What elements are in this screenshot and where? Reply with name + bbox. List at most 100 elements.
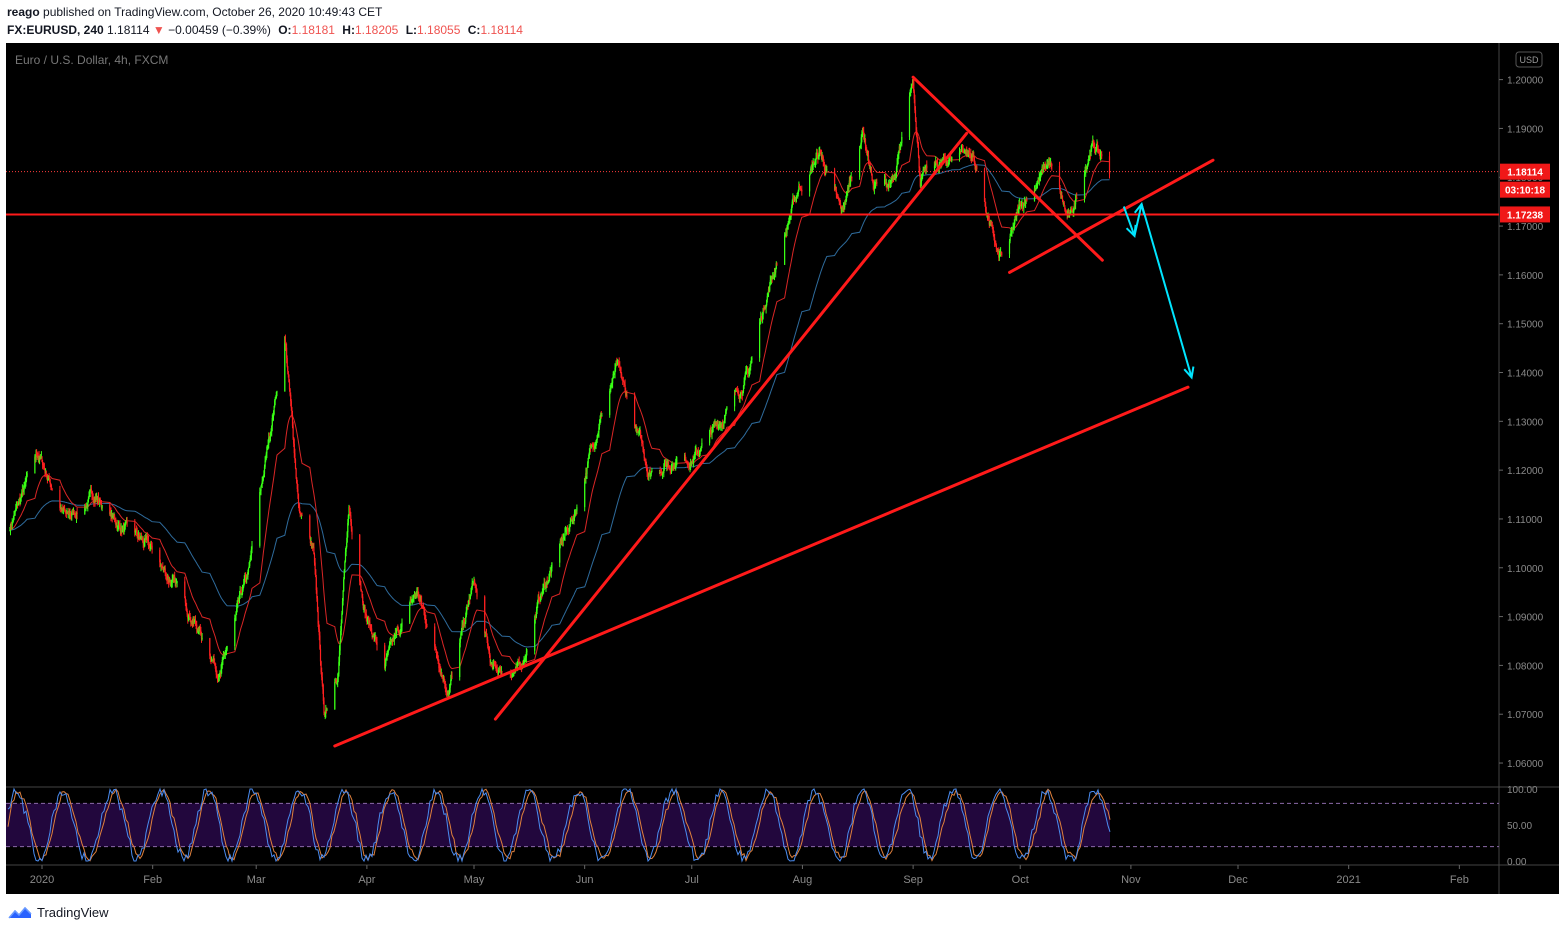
candle-body [64,509,66,511]
candle-body [1026,198,1028,202]
tradingview-footer[interactable]: TradingView [8,903,109,921]
candle-body [362,596,364,603]
candle-body [434,626,436,647]
candle-body [259,491,261,493]
candle-body [646,467,648,473]
candle-body [637,429,639,431]
currency-badge[interactable]: USD [1515,51,1543,68]
candle-body [149,545,151,547]
candle-body [1020,205,1022,207]
candle-body [563,537,565,539]
candle-body [536,604,538,611]
projection-path[interactable] [1122,203,1193,378]
candle-body [338,650,341,662]
support-price-tag-text: 1.17238 [1507,210,1544,221]
candle-body [48,476,50,479]
candle-body [892,178,895,180]
candle-body [36,454,38,457]
candle-body [234,618,236,646]
candle-body [1101,154,1103,157]
candle-body [123,528,125,532]
candle-body [1046,164,1048,166]
candle-body [709,430,711,443]
candle-body [541,594,543,596]
candle-body [125,521,127,524]
candle-body [1092,140,1094,143]
candle-body [313,554,316,563]
candle-body [597,432,599,434]
rising-trendline[interactable] [493,131,969,721]
candle-body [401,622,403,627]
candle-body [385,659,387,664]
author-name[interactable]: reago [7,5,40,19]
candle-body [985,211,987,214]
candle-body [537,600,539,605]
candle-body [700,448,702,451]
candle-body [269,433,272,437]
candle-body [444,683,446,688]
candle-body [844,202,846,208]
candle-body [673,464,675,467]
candle-body [389,641,391,645]
candle-body [190,620,192,623]
candle-body [316,590,318,599]
candle-body [565,529,567,532]
candle-body [660,471,662,475]
stochastic-band-fill [6,803,1110,847]
candle-body [773,275,775,277]
candle-body [139,538,141,539]
candle-body [526,650,528,653]
candle-body [43,466,45,468]
candle-body [643,452,645,458]
candle-body [235,612,237,616]
candle-body [412,599,414,601]
candle-body [46,475,48,478]
candle-body [274,399,276,401]
candle-body [518,661,520,664]
candle-body [175,582,178,584]
candle-body [93,500,95,503]
lower-support-trendline[interactable] [333,385,1190,748]
y-tick-label: 1.09000 [1507,613,1544,624]
candle-body [861,130,864,134]
candle-body [1088,155,1090,161]
candle-body [543,582,545,586]
candle-body [584,478,586,508]
candle-body [787,224,789,226]
price-chart[interactable]: 1.200001.190001.180001.170001.160001.150… [6,43,1559,894]
candle-body [87,498,89,503]
candle-body [247,571,249,577]
candle-body [698,453,700,455]
candle-body [165,573,167,576]
candle-body [594,443,596,445]
candle-body [668,465,670,467]
candle-body [326,709,328,711]
candle-body [137,535,139,538]
candle-body [138,535,140,536]
candle-body [972,155,974,157]
candle-body [1061,194,1063,196]
candle-body [994,242,996,244]
candle-body [635,425,637,432]
candle-body [266,447,268,454]
candle-body [900,145,902,148]
falling-trendline[interactable] [911,75,1104,262]
candle-body [812,165,814,168]
candle-body [244,576,247,578]
candle-body [375,639,377,642]
candle-body [15,508,17,511]
candle-body [769,285,771,291]
candle-body [438,668,441,669]
candle-body [299,507,301,513]
candle-body [200,630,202,635]
y-tick-label: 1.16000 [1507,271,1544,282]
candle-body [1022,206,1024,208]
candle-body [775,263,777,270]
candle-body [618,362,620,366]
candle-body [817,154,820,159]
wedge-lower-line[interactable] [1008,158,1215,274]
low-label: L: [405,23,418,37]
candle-body [822,157,824,162]
candle-body [593,446,595,448]
candle-body [741,392,743,395]
